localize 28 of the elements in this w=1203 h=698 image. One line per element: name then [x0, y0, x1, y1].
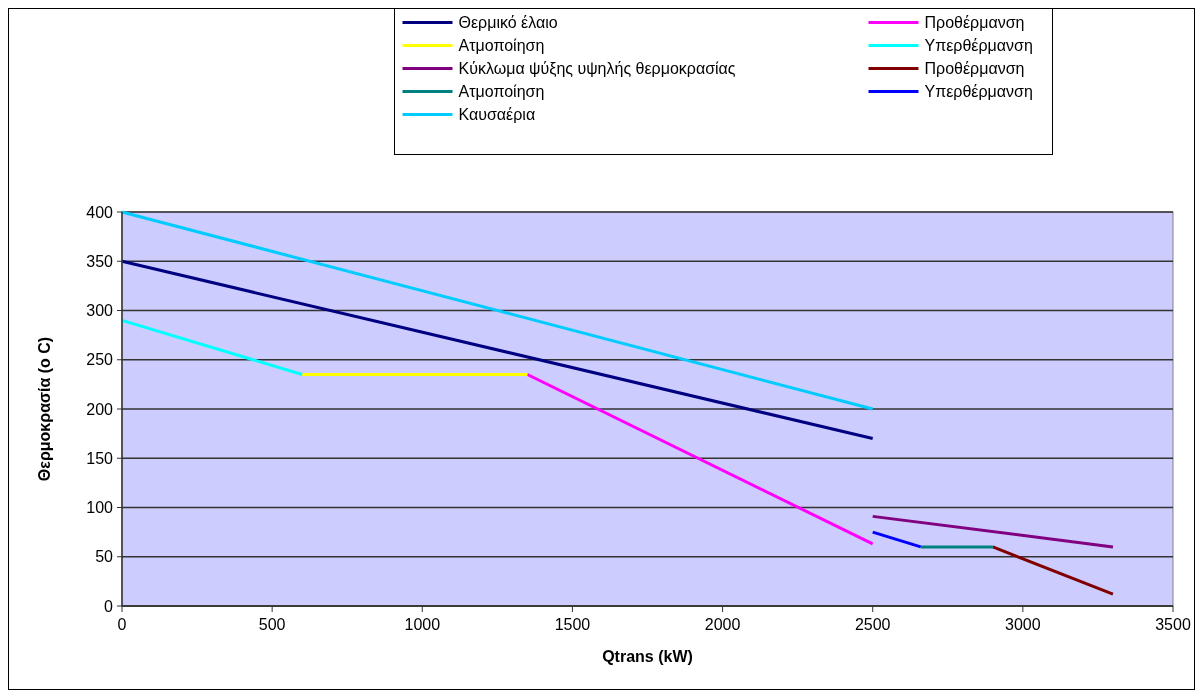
x-tick-label: 0 [117, 616, 127, 633]
x-tick-label: 3000 [1005, 616, 1041, 633]
y-tick-label: 150 [86, 449, 114, 467]
x-axis-title: Qtrans (kW) [602, 648, 693, 665]
legend-label: Ατμοποίηση [458, 37, 545, 55]
y-axis-title: Θερμοκρασία (o C) [36, 336, 53, 482]
y-tick-label: 250 [86, 351, 114, 369]
y-tick-label: 350 [86, 252, 114, 270]
x-tick-label: 2000 [704, 616, 741, 633]
x-tick-label: 500 [258, 616, 286, 633]
x-tick-label: 1500 [554, 616, 591, 633]
legend-label: Κύκλωμα ψύξης υψηλής θερμοκρασίας [458, 60, 736, 79]
y-tick-label: 200 [86, 400, 114, 418]
x-tick-label: 1000 [404, 616, 441, 633]
legend-label: Προθέρμανση [924, 14, 1025, 32]
legend-label: Υπερθέρμανση [924, 83, 1033, 101]
legend-label: Θερμικό έλαιο [458, 14, 558, 32]
y-tick-label: 100 [86, 499, 114, 517]
y-tick-label: 400 [86, 203, 114, 221]
legend-label: Υπερθέρμανση [924, 37, 1033, 55]
x-tick-label: 3500 [1155, 616, 1191, 633]
legend-label: Ατμοποίηση [458, 83, 545, 101]
legend-label: Προθέρμανση [924, 60, 1025, 78]
legend-label: Καυσαέρια [458, 106, 536, 124]
y-tick-label: 300 [86, 302, 114, 320]
y-tick-label: 0 [104, 597, 114, 615]
x-tick-label: 2500 [854, 616, 891, 633]
y-tick-label: 50 [95, 548, 114, 566]
